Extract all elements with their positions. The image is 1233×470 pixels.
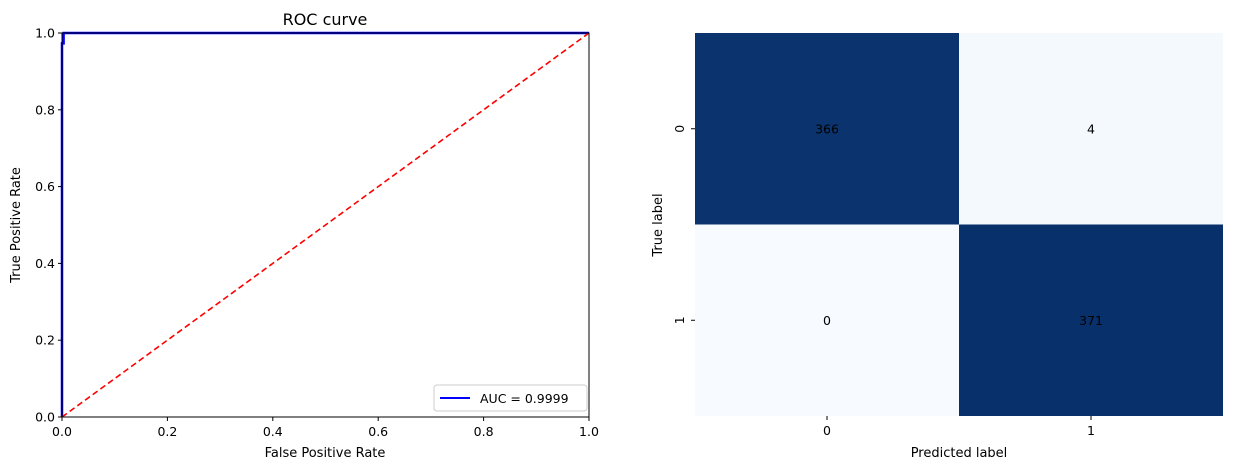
- heatmap-cell: [695, 224, 959, 416]
- cm-y-tick-label: 1: [672, 316, 687, 324]
- roc-legend: AUC = 0.9999: [433, 384, 588, 412]
- roc-y-tick-label: 0.6: [35, 179, 55, 194]
- roc-axes-frame: [61, 32, 590, 418]
- heatmap-cell-value: 371: [1079, 313, 1103, 328]
- roc-x-tick-label: 0.2: [157, 424, 177, 439]
- roc-x-tick-label: 0.4: [263, 424, 283, 439]
- roc-x-tick-label: 0.0: [52, 424, 72, 439]
- heatmap-cell: [959, 224, 1223, 416]
- cm-x-tick-label: 0: [823, 423, 831, 438]
- roc-y-tick-label: 1.0: [35, 26, 55, 41]
- heatmap-cell: [959, 33, 1223, 225]
- legend-label: AUC = 0.9999: [480, 391, 569, 406]
- confusion-matrix: 366 4 0 371 0 1 0 1 Predicted label True label: [651, 33, 1223, 461]
- roc-title: ROC curve: [283, 10, 368, 29]
- heatmap-cell-value: 366: [815, 121, 839, 136]
- heatmap-cell-value: 4: [1087, 121, 1095, 136]
- roc-series-1-line: [61, 32, 590, 418]
- roc-x-tick-label: 0.6: [368, 424, 388, 439]
- cm-y-axis-label: True label: [651, 193, 666, 257]
- roc-y-axis-label: True Positive Rate: [9, 167, 24, 284]
- roc-y-tick-label: 0.4: [35, 256, 55, 271]
- roc-chart: ROC curve 0.0 0.2 0.4 0.6 0.8 1.0 0.0 0.2 0.4 0.6…: [9, 10, 599, 461]
- cm-x-tick-label: 1: [1087, 423, 1095, 438]
- roc-plot-area: 0.0 0.2 0.4 0.6 0.8 1.0 0.0 0.2 0.4 0.6 0.8 1.0: [35, 26, 599, 440]
- roc-x-tick-label: 1.0: [579, 424, 599, 439]
- cm-y-tick-label: 0: [672, 125, 687, 133]
- roc-y-tick-label: 0.0: [35, 410, 55, 425]
- heatmap-cells: 366 4 0 371 0 1 0 1: [672, 33, 1223, 438]
- roc-y-tick-label: 0.2: [35, 333, 55, 348]
- heatmap-cell-value: 0: [823, 313, 831, 328]
- roc-x-axis-label: False Positive Rate: [265, 446, 386, 461]
- heatmap-cell: [695, 33, 959, 225]
- roc-y-tick-label: 0.8: [35, 102, 55, 117]
- cm-x-axis-label: Predicted label: [911, 446, 1008, 461]
- legend-frame: [433, 384, 588, 412]
- roc-x-tick-label: 0.8: [474, 424, 494, 439]
